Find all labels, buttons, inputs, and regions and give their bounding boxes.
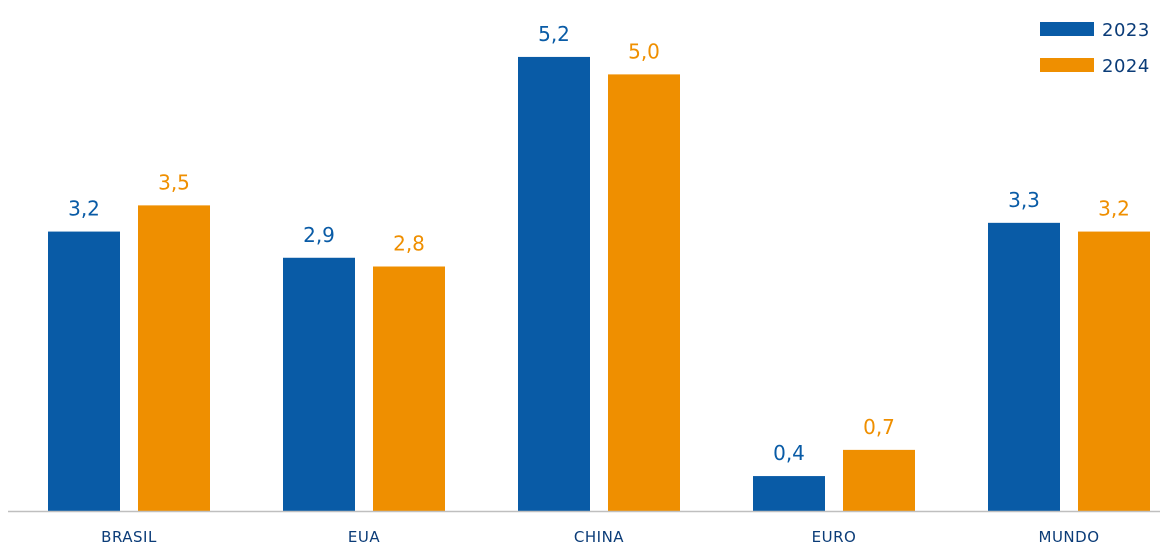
bar-2023-eua (283, 257, 355, 511)
legend-swatch-2024 (1040, 58, 1094, 72)
data-label-2023-china: 5,2 (538, 22, 570, 46)
data-label-2024-mundo: 3,2 (1098, 197, 1130, 221)
data-label-2023-eua: 2,9 (303, 223, 335, 247)
data-label-2024-euro: 0,7 (863, 415, 895, 439)
legend-label-2024: 2024 (1102, 56, 1150, 77)
bar-2024-euro (843, 449, 915, 511)
bar-2023-mundo (988, 222, 1060, 511)
data-label-2023-brasil: 3,2 (68, 197, 100, 221)
bar-2023-brasil (48, 231, 120, 512)
data-label-2024-eua: 2,8 (393, 232, 425, 256)
bar-2024-china (608, 74, 680, 512)
data-label-2023-mundo: 3,3 (1008, 188, 1040, 212)
legend-label-2023: 2023 (1102, 20, 1150, 41)
category-label-brasil: BRASIL (101, 528, 157, 546)
value-labels-layer: 3,2 3,5 2,9 2,8 5,2 5,0 0,4 0,7 3,3 3,2 (68, 22, 1130, 465)
data-label-2023-euro: 0,4 (773, 441, 805, 465)
data-label-2024-brasil: 3,5 (158, 170, 190, 194)
legend: 2023 2024 (1040, 20, 1150, 77)
bar-2024-brasil (138, 205, 210, 511)
data-label-2024-china: 5,0 (628, 39, 660, 63)
category-label-china: CHINA (574, 528, 624, 546)
bar-2024-eua (373, 266, 445, 511)
bar-2023-euro (753, 476, 825, 511)
legend-swatch-2023 (1040, 22, 1094, 36)
category-label-mundo: MUNDO (1039, 528, 1100, 546)
category-label-euro: EURO (812, 528, 857, 546)
category-labels-layer: BRASIL EUA CHINA EURO MUNDO (101, 528, 1099, 546)
bar-2024-mundo (1078, 231, 1150, 512)
category-label-eua: EUA (348, 528, 380, 546)
bar-2023-china (518, 56, 590, 512)
bars-layer (48, 56, 1150, 512)
